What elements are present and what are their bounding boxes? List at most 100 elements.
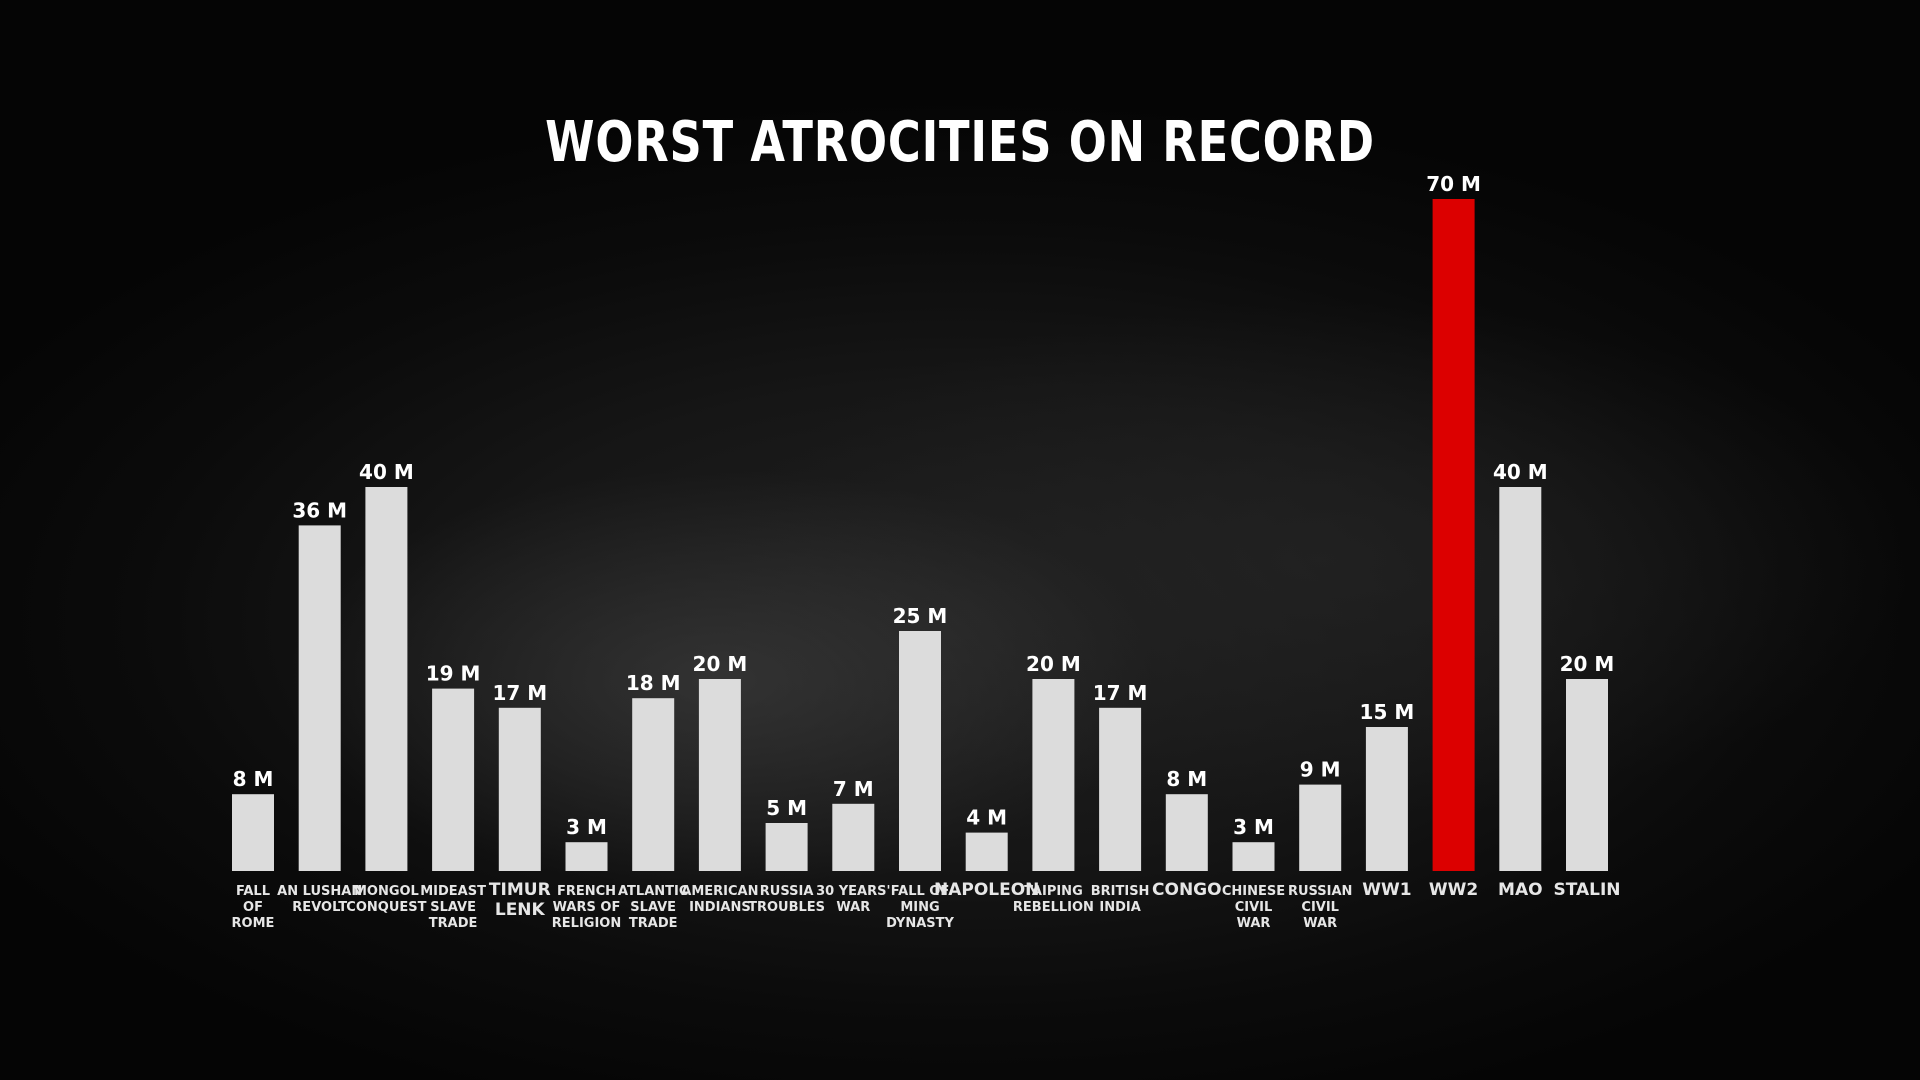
category-label-line: REBELLION [1013, 900, 1094, 915]
category-label-line: LENK [495, 900, 546, 920]
category-label: FALL OF MING DYNASTY [886, 884, 954, 931]
category-label-line: TAIPING [1024, 884, 1083, 899]
value-label: 17 M [492, 681, 547, 705]
category-label-line: 30 YEARS' [816, 884, 890, 899]
category-label: BRITISH INDIA [1091, 884, 1150, 915]
value-label: 70 M [1426, 172, 1481, 196]
chart-title: WORST ATROCITIES ON RECORD [545, 110, 1375, 175]
value-label: 8 M [233, 767, 274, 791]
category-label: FRENCH WARS OF RELIGION [552, 884, 621, 931]
category-label: FALL OF ROME [232, 884, 275, 931]
category-label-line: DYNASTY [886, 916, 954, 931]
category-label-line: CIVIL [1235, 900, 1273, 915]
category-label-line: ATLANTIC [618, 884, 688, 899]
category-label-line: STALIN [1553, 880, 1620, 900]
category-label-line: REVOLT [292, 900, 347, 915]
category-label-line: BRITISH [1091, 884, 1150, 899]
category-label-line: WW2 [1429, 880, 1478, 900]
category-label: RUSSIA TROUBLES [748, 884, 825, 915]
category-label-line: INDIA [1099, 900, 1140, 915]
category-label-line: CONGO [1152, 880, 1222, 900]
category-label-line: WW1 [1362, 880, 1411, 900]
category-label-line: SLAVE [630, 900, 676, 915]
category-label-line: TIMUR [489, 880, 551, 900]
category-label-line: AN LUSHAN [277, 884, 362, 899]
category-label-line: CONQUEST [346, 900, 426, 915]
bar-french-wars-of-religion [565, 842, 608, 871]
category-label-line: MIDEAST [420, 884, 486, 899]
category-label: MAO [1498, 880, 1543, 900]
value-label: 5 M [766, 796, 807, 820]
value-label: 20 M [1026, 652, 1081, 676]
value-labels-group: 8 M 36 M 40 M 19 M 17 M 3 M 18 M 20 M 5 M 7 M 25 M… [233, 172, 1615, 839]
bar-british-india [1099, 707, 1142, 871]
category-label-line: CIVIL [1301, 900, 1339, 915]
category-label-line: FRENCH [557, 884, 616, 899]
category-label-line: MAO [1498, 880, 1543, 900]
value-label: 25 M [893, 604, 948, 628]
category-label-line: ROME [232, 916, 275, 931]
value-label: 36 M [292, 498, 347, 522]
category-label: WW1 [1362, 880, 1411, 900]
value-label: 15 M [1360, 700, 1415, 724]
bar-napoleon [965, 832, 1008, 871]
category-label: 30 YEARS' WAR [816, 884, 890, 915]
value-label: 7 M [833, 777, 874, 801]
value-label: 9 M [1300, 758, 1341, 782]
bar-mideast-slave-trade [432, 688, 475, 871]
category-label-line: WAR [1303, 916, 1337, 931]
bar-ww2 [1432, 199, 1475, 871]
category-label-line: WARS OF [553, 900, 621, 915]
category-label: TIMUR LENK [489, 880, 551, 920]
category-label-line: RUSSIA [760, 884, 814, 899]
bar-stalin [1566, 679, 1608, 871]
bar-fall-of-rome [232, 794, 274, 871]
value-label: 3 M [566, 815, 607, 839]
category-label-line: MING [900, 900, 939, 915]
bar-an-lushan-revolt [298, 525, 341, 871]
category-label-line: TROUBLES [748, 900, 825, 915]
value-label: 40 M [359, 460, 414, 484]
value-label: 4 M [966, 806, 1007, 830]
bar-30-years-war [832, 803, 875, 871]
bar-mao [1499, 487, 1542, 871]
category-label: MIDEAST SLAVE TRADE [420, 884, 486, 931]
bar-american-indians [698, 679, 741, 871]
category-label: NAPOLEON [934, 880, 1039, 900]
bar-fall-of-ming-dynasty [899, 631, 941, 871]
bar-mongol-conquest [365, 487, 408, 871]
value-label: 3 M [1233, 815, 1274, 839]
bar-taiping-rebellion [1032, 679, 1075, 871]
category-label: CHINESE CIVIL WAR [1222, 884, 1285, 931]
category-label-line: OF [243, 900, 263, 915]
category-label: MONGOL CONQUEST [346, 884, 426, 915]
category-label-line: RELIGION [552, 916, 621, 931]
category-label: CONGO [1152, 880, 1222, 900]
value-label: 20 M [693, 652, 748, 676]
category-label-line: WAR [836, 900, 870, 915]
value-label: 8 M [1166, 767, 1207, 791]
category-label-line: TRADE [629, 916, 678, 931]
category-label-line: WAR [1237, 916, 1271, 931]
bar-chinese-civil-war [1232, 842, 1275, 871]
value-label: 19 M [426, 662, 481, 686]
value-label: 20 M [1560, 652, 1615, 676]
category-label: WW2 [1429, 880, 1478, 900]
value-label: 40 M [1493, 460, 1548, 484]
category-label: AN LUSHAN REVOLT [277, 884, 362, 915]
category-label: RUSSIAN CIVIL WAR [1288, 884, 1353, 931]
category-label-line: TRADE [429, 916, 478, 931]
bar-russian-civil-war [1299, 784, 1342, 871]
category-label: TAIPING REBELLION [1013, 884, 1094, 915]
bar-congo [1165, 794, 1208, 871]
category-label: ATLANTIC SLAVE TRADE [618, 884, 688, 931]
category-label: AMERICAN INDIANS [681, 884, 758, 915]
value-label: 17 M [1093, 681, 1148, 705]
bars-group [232, 199, 1608, 871]
category-label: STALIN [1553, 880, 1620, 900]
category-label-line: AMERICAN [681, 884, 758, 899]
bar-timur-lenk [498, 707, 541, 871]
